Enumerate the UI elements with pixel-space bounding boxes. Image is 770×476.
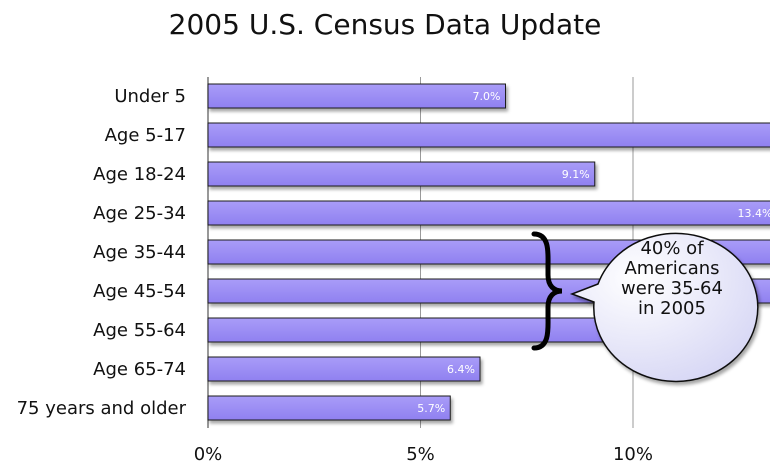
callout-text-line: 40% of	[640, 238, 704, 259]
bars: 7.0%18.3%9.1%13.4%15.0%14.6%10.4%6.4%5.7…	[207, 83, 770, 421]
x-tick-label: 5%	[406, 444, 435, 465]
category-labels: Under 5 Age 5-17 Age 18-24 Age 25-34 Age 35-…	[17, 86, 187, 419]
category-label: Age 35-44	[93, 242, 186, 263]
data-label: 9.1%	[562, 168, 590, 181]
callout-text-line: in 2005	[638, 298, 706, 319]
bar	[207, 122, 770, 148]
bar	[207, 356, 481, 382]
category-label: Age 45-54	[93, 281, 186, 302]
category-label: Age 25-34	[93, 203, 186, 224]
callout-text-line: were 35-64	[621, 278, 723, 299]
x-tick-label: 0%	[194, 444, 223, 465]
speech-bubble	[569, 232, 759, 383]
chart-title: 2005 U.S. Census Data Update	[169, 8, 602, 41]
bar	[207, 317, 651, 343]
category-label: Age 18-24	[93, 164, 186, 185]
bar	[207, 395, 451, 421]
category-label: Age 55-64	[93, 320, 186, 341]
x-tick-label: 10%	[613, 444, 653, 465]
curly-brace	[531, 231, 563, 351]
bar	[207, 200, 770, 226]
category-label: 75 years and older	[17, 398, 187, 419]
data-label: 6.4%	[447, 363, 475, 376]
data-label: 13.4%	[738, 207, 770, 220]
category-label: Under 5	[114, 86, 186, 107]
category-label: Age 65-74	[93, 359, 186, 380]
data-label: 7.0%	[473, 90, 501, 103]
data-label: 5.7%	[417, 402, 445, 415]
bar	[207, 161, 596, 187]
category-label: Age 5-17	[105, 125, 186, 146]
callout-text-line: Americans	[624, 258, 719, 279]
bar	[207, 83, 506, 109]
x-axis-tick-labels: 0%5%10%15%20%	[194, 444, 653, 465]
